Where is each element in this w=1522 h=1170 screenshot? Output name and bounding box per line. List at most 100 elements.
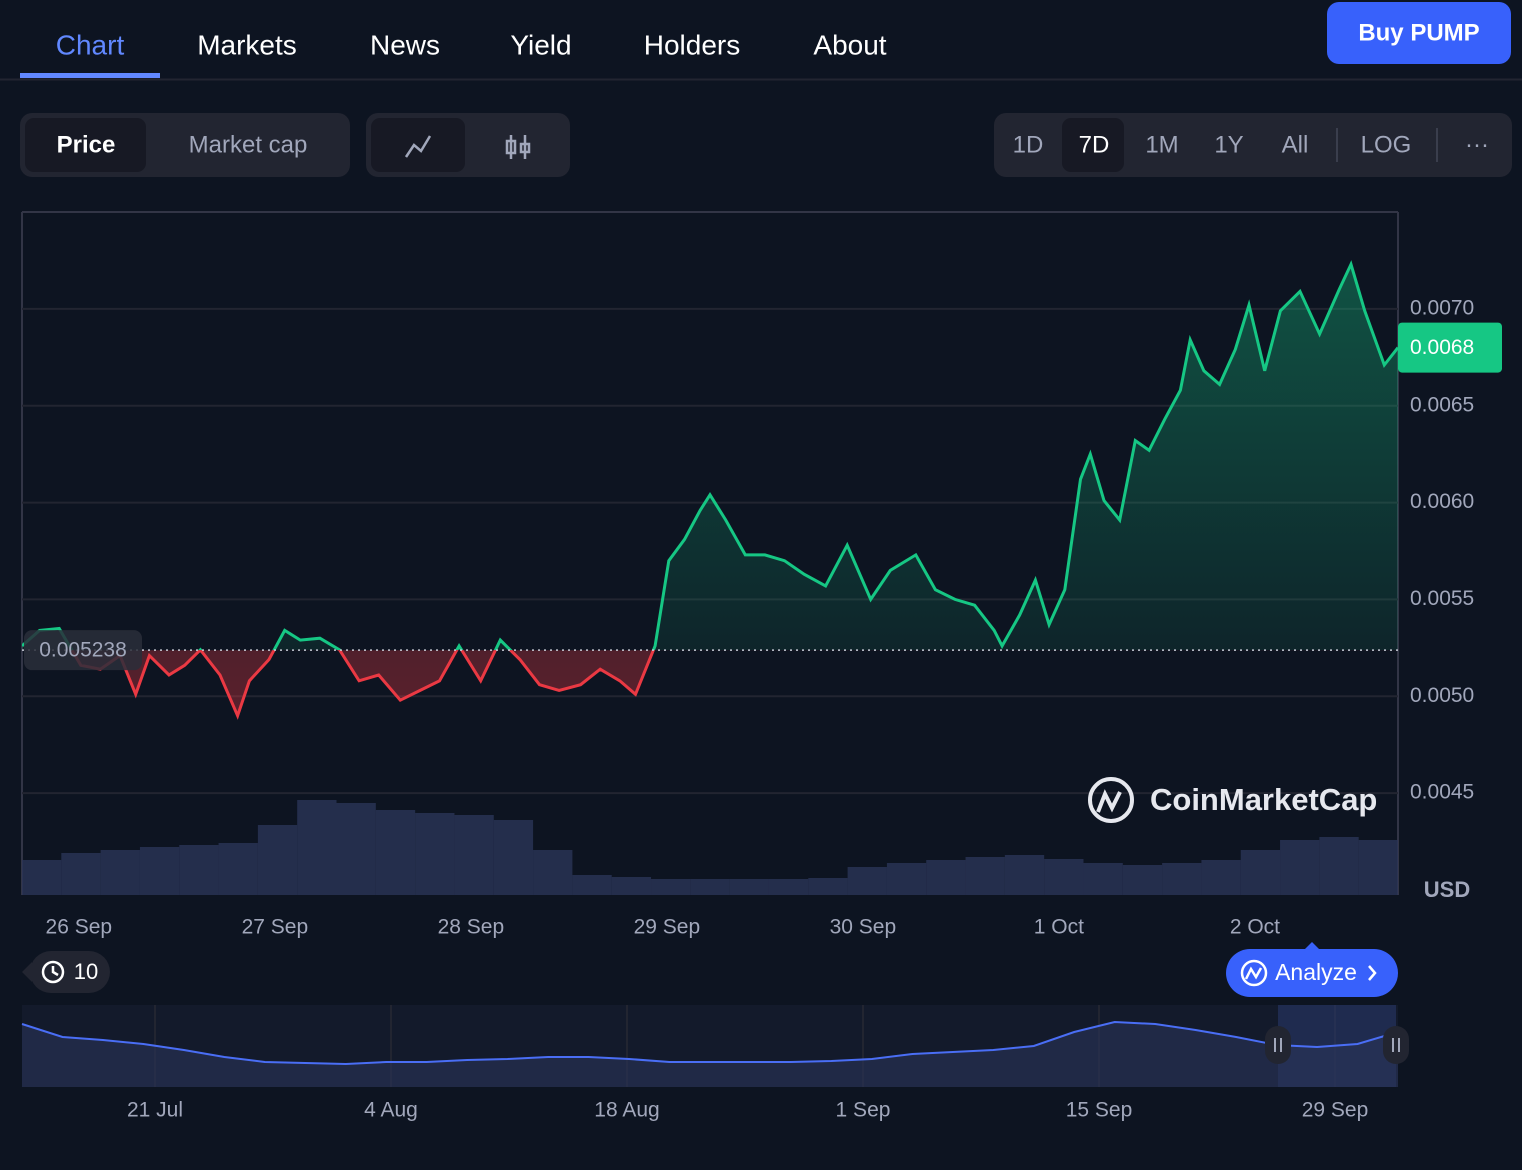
volume-bar xyxy=(1280,840,1320,895)
watermark-logo xyxy=(1096,789,1122,813)
buy-button-label: Buy PUMP xyxy=(1358,19,1479,46)
navigator-handle[interactable] xyxy=(1265,1026,1291,1064)
volume-bar xyxy=(1044,859,1084,895)
baseline-label: 0.005238 xyxy=(39,639,127,662)
volume-bar xyxy=(847,867,887,895)
navigator-area xyxy=(22,1022,1398,1087)
volume-bar xyxy=(926,860,966,895)
chevron xyxy=(1368,965,1377,981)
range-button[interactable]: 7D xyxy=(1079,131,1110,158)
price-line-up xyxy=(22,260,1398,651)
range-button[interactable]: All xyxy=(1282,131,1309,158)
volume-bar xyxy=(139,847,180,895)
range-button[interactable]: 1Y xyxy=(1214,131,1243,158)
navigator-label: 15 Sep xyxy=(1066,1099,1133,1122)
volume-bar xyxy=(336,803,376,895)
navigator: 21 Jul 4 Aug 18 Aug 1 Sep 15 Sep 29 Sep xyxy=(21,1005,1409,1122)
tab-bar: Chart Markets News Yield Holders About xyxy=(56,29,887,60)
analyze-button[interactable] xyxy=(1226,949,1398,997)
last-price-label: 0.0068 xyxy=(1410,336,1474,359)
navigator-label: 29 Sep xyxy=(1302,1099,1369,1122)
range-button[interactable]: 1M xyxy=(1145,131,1178,158)
history-count: 10 xyxy=(74,959,98,984)
navigator-label: 1 Sep xyxy=(836,1099,891,1122)
area-up xyxy=(22,264,1398,651)
log-button[interactable]: LOG xyxy=(1361,131,1412,158)
x-tick-label: 30 Sep xyxy=(830,916,897,939)
more-button[interactable]: ··· xyxy=(1465,131,1489,158)
y-tick-label: 0.0060 xyxy=(1410,490,1474,513)
volume-bar xyxy=(1004,855,1045,895)
x-tick-label: 28 Sep xyxy=(438,916,505,939)
plot: 0.0045 0.0050 0.0055 0.0060 0.0065 0.0070 Coin… xyxy=(21,211,1502,939)
volume-bar xyxy=(61,853,101,895)
volume-bar xyxy=(100,850,140,895)
volume-bar xyxy=(886,863,927,895)
tab[interactable]: News xyxy=(370,29,440,60)
y-tick-label: 0.0065 xyxy=(1410,393,1474,416)
navigator-label: 18 Aug xyxy=(594,1099,659,1122)
buy-button[interactable] xyxy=(1327,2,1511,64)
price-line-down xyxy=(70,650,655,720)
volume-bar xyxy=(1358,840,1398,895)
tab[interactable]: Yield xyxy=(510,29,571,60)
analyze-label: Analyze xyxy=(1275,959,1357,985)
price-toggle[interactable]: Price xyxy=(57,131,116,158)
line-chart-button[interactable] xyxy=(371,118,465,172)
y-tick-label: 0.0070 xyxy=(1410,296,1474,319)
tab[interactable]: About xyxy=(813,29,886,60)
line-icon xyxy=(404,135,432,158)
volume-bar xyxy=(808,878,848,895)
volume-bar xyxy=(1240,850,1281,895)
volume-bar xyxy=(611,877,652,895)
volume-bar xyxy=(768,879,809,895)
tab[interactable]: Chart xyxy=(56,29,125,60)
baseline-label-box xyxy=(24,630,142,671)
range-button[interactable]: 1D xyxy=(1013,131,1044,158)
range-active xyxy=(1062,118,1124,172)
x-tick-label: 2 Oct xyxy=(1230,916,1280,939)
volume-bar xyxy=(218,843,258,895)
volume-bar xyxy=(1162,863,1202,895)
volume-bar xyxy=(297,800,337,895)
volume-bar xyxy=(493,820,534,895)
volume-bar xyxy=(375,810,416,895)
volume-bar xyxy=(965,857,1005,895)
navigator-line xyxy=(21,1020,1399,1066)
x-tick-label: 1 Oct xyxy=(1034,916,1084,939)
volume-bar xyxy=(572,875,612,895)
y-tick-label: 0.0050 xyxy=(1410,684,1474,707)
volume-bar xyxy=(257,825,298,895)
volume-bar xyxy=(22,860,62,895)
tab[interactable]: Holders xyxy=(644,29,740,60)
x-tick-label: 29 Sep xyxy=(634,916,701,939)
volume-bar xyxy=(179,845,219,895)
volume-bar xyxy=(1319,837,1359,895)
market-cap-toggle[interactable]: Market cap xyxy=(189,131,308,158)
watermark-logo xyxy=(1088,777,1134,823)
navigator-label: 21 Jul xyxy=(127,1099,183,1122)
watermark: CoinMarketCap xyxy=(1150,782,1377,817)
history-icon xyxy=(41,960,65,984)
volume-bar xyxy=(533,850,573,895)
navigator-handle[interactable] xyxy=(1383,1026,1409,1064)
tab[interactable]: Markets xyxy=(197,29,297,60)
area-down xyxy=(22,650,1398,716)
x-tick-label: 26 Sep xyxy=(46,916,113,939)
analyze-pointer xyxy=(1305,942,1319,949)
history-pointer xyxy=(22,962,32,982)
handle-grip xyxy=(1392,1038,1400,1052)
navigator-label: 4 Aug xyxy=(364,1099,418,1122)
handle-grip xyxy=(1274,1038,1282,1052)
toggle-active xyxy=(25,118,146,172)
volume-bar xyxy=(690,879,730,895)
candle-icon[interactable] xyxy=(505,135,531,159)
y-tick-label: 0.0045 xyxy=(1410,781,1474,804)
volume-bar xyxy=(1122,865,1163,895)
active-tab-underline xyxy=(20,73,160,78)
unit-label: USD xyxy=(1424,877,1470,902)
volume-bar xyxy=(454,815,494,895)
y-tick-label: 0.0055 xyxy=(1410,587,1474,610)
last-price-badge xyxy=(1398,322,1502,373)
